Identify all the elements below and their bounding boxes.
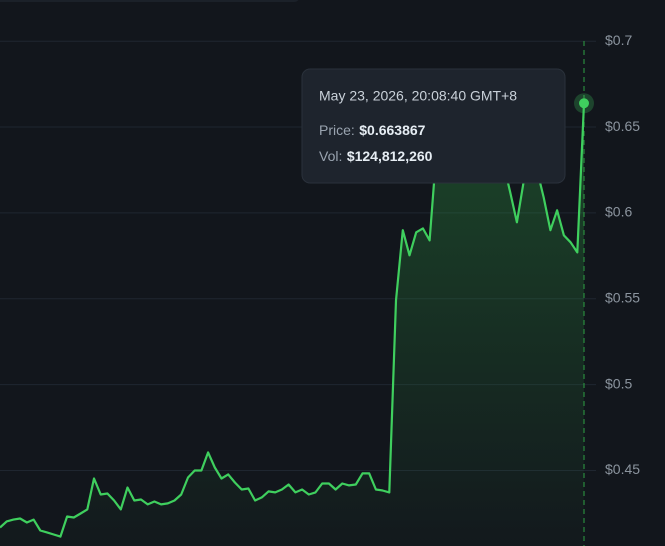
tooltip-vol: Vol: $124,812,260 [319,148,433,166]
y-tick-label: $0.6 [605,204,632,220]
price-value: $0.663867 [359,122,425,138]
y-tick-label: $0.7 [605,32,632,48]
price-label: Price: [319,122,355,138]
grid: $0.45 $0.5 $0.55 $0.6 $0.65 $0.7 [0,32,640,477]
y-tick-label: $0.5 [605,375,632,391]
hover-point [579,98,589,109]
y-tick-label: $0.65 [605,118,640,134]
tooltip-price: Price: $0.663867 [319,122,426,140]
tooltip: May 23, 2026, 20:08:40 GMT+8 Price: $0.6… [301,68,566,184]
top-bar [0,0,299,2]
vol-value: $124,812,260 [347,148,433,164]
vol-label: Vol: [319,148,342,164]
area [0,103,584,546]
y-tick-label: $0.45 [605,461,640,477]
tooltip-box [301,68,566,184]
y-tick-label: $0.55 [605,289,640,305]
tooltip-date: May 23, 2026, 20:08:40 GMT+8 [319,88,517,104]
